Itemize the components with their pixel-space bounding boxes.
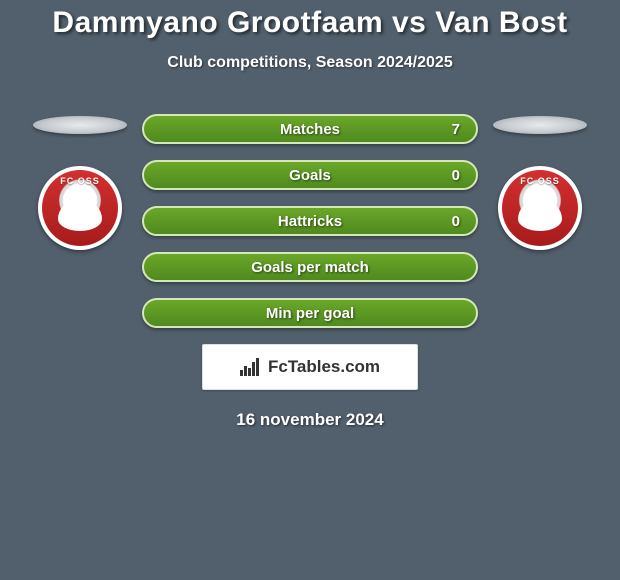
club-badge-left: FC OSS xyxy=(38,166,122,250)
stat-label: Matches xyxy=(280,121,340,138)
stat-bars: Matches 7 Goals 0 Hattricks 0 Goals per match M… xyxy=(132,114,488,328)
stat-bar: Hattricks 0 xyxy=(142,206,478,236)
bars-icon xyxy=(240,358,262,376)
stat-label: Goals per match xyxy=(251,259,369,276)
badge-shield-icon: FC OSS xyxy=(502,170,578,246)
club-badge-right: FC OSS xyxy=(498,166,582,250)
comparison-panel: FC OSS Matches 7 Goals 0 Hattricks 0 Goals per… xyxy=(0,114,620,328)
pedestal-shadow-right xyxy=(493,116,587,134)
watermark: FcTables.com xyxy=(202,344,418,390)
stat-bar: Goals 0 xyxy=(142,160,478,190)
date-text: 16 november 2024 xyxy=(0,410,620,430)
stat-bar: Min per goal xyxy=(142,298,478,328)
stat-bar: Matches 7 xyxy=(142,114,478,144)
stat-label: Goals xyxy=(289,167,331,184)
badge-shield-icon: FC OSS xyxy=(42,170,118,246)
page-title: Dammyano Grootfaam vs Van Bost xyxy=(0,0,620,40)
stat-label: Hattricks xyxy=(278,213,342,230)
left-side: FC OSS xyxy=(28,114,132,250)
right-side: FC OSS xyxy=(488,114,592,250)
watermark-text: FcTables.com xyxy=(268,357,380,377)
stat-value: 7 xyxy=(452,121,460,138)
stat-label: Min per goal xyxy=(266,305,354,322)
badge-label: FC OSS xyxy=(502,176,578,186)
pedestal-shadow-left xyxy=(33,116,127,134)
stat-value: 0 xyxy=(452,213,460,230)
bull-icon xyxy=(58,201,102,231)
bull-icon xyxy=(518,201,562,231)
stat-value: 0 xyxy=(452,167,460,184)
stat-bar: Goals per match xyxy=(142,252,478,282)
badge-label: FC OSS xyxy=(42,176,118,186)
subtitle: Club competitions, Season 2024/2025 xyxy=(0,54,620,72)
